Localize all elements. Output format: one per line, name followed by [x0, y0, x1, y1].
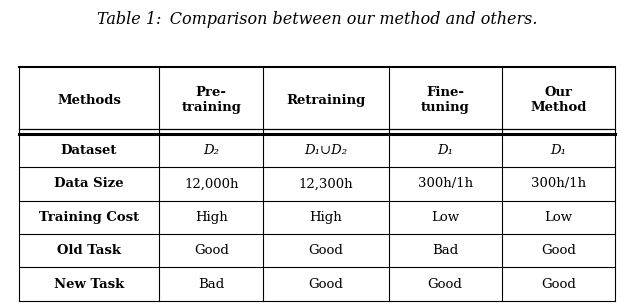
Text: Our
Method: Our Method: [530, 86, 586, 114]
Text: Data Size: Data Size: [55, 177, 124, 190]
Text: Fine-
tuning: Fine- tuning: [421, 86, 470, 114]
Text: Good: Good: [428, 278, 463, 291]
Text: Methods: Methods: [57, 94, 121, 107]
Text: High: High: [309, 211, 342, 224]
Text: Bad: Bad: [198, 278, 224, 291]
Text: Good: Good: [309, 244, 344, 257]
Text: Dataset: Dataset: [61, 144, 117, 157]
Text: D₂: D₂: [204, 144, 219, 157]
Text: Bad: Bad: [432, 244, 458, 257]
Text: D₁: D₁: [437, 144, 453, 157]
Text: New Task: New Task: [54, 278, 124, 291]
Text: 12,000h: 12,000h: [184, 177, 238, 190]
Text: High: High: [195, 211, 228, 224]
Text: D₁∪D₂: D₁∪D₂: [304, 144, 347, 157]
Text: Pre-
training: Pre- training: [181, 86, 241, 114]
Text: 12,300h: 12,300h: [299, 177, 353, 190]
Text: Old Task: Old Task: [57, 244, 121, 257]
Text: Retraining: Retraining: [287, 94, 366, 107]
Text: D₁: D₁: [550, 144, 566, 157]
Text: Good: Good: [541, 244, 576, 257]
Text: Training Cost: Training Cost: [39, 211, 139, 224]
Text: Good: Good: [194, 244, 229, 257]
Text: Good: Good: [541, 278, 576, 291]
Text: Low: Low: [431, 211, 459, 224]
Text: 300h/1h: 300h/1h: [418, 177, 473, 190]
Text: Good: Good: [309, 278, 344, 291]
Text: 300h/1h: 300h/1h: [531, 177, 586, 190]
Text: Low: Low: [545, 211, 573, 224]
Text: Table 1:  Comparison between our method and others.: Table 1: Comparison between our method a…: [97, 11, 537, 28]
